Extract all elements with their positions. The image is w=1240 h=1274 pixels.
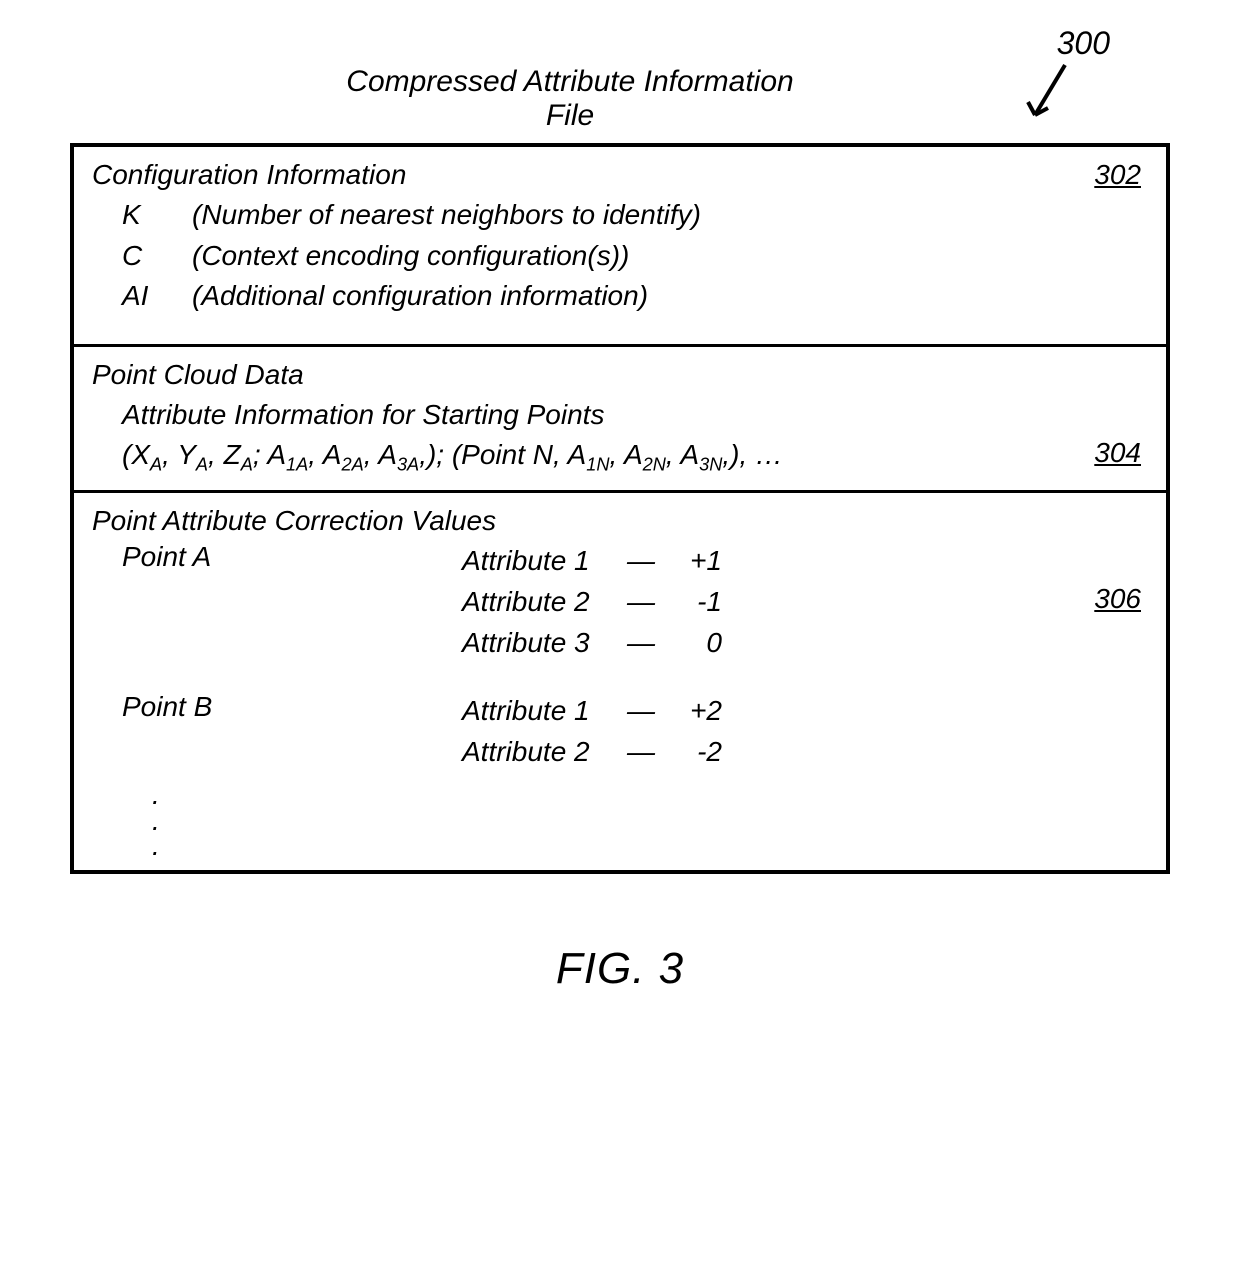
point-b-label: Point B (92, 691, 462, 723)
diagram-title: Compressed Attribute Information File (60, 65, 1180, 133)
config-row-ai: AI (Additional configuration information… (122, 276, 1148, 317)
file-structure-box: 302 Configuration Information K (Number … (70, 143, 1170, 874)
ref-306: 306 (1094, 583, 1141, 615)
config-row-c: C (Context encoding configuration(s)) (122, 236, 1148, 277)
corrections-title: Point Attribute Correction Values (92, 505, 1148, 537)
point-a-label: Point A (92, 541, 462, 573)
pcd-title: Point Cloud Data (92, 359, 1148, 391)
pcd-data-line: (XA, YA, ZA; A1A, A2A, A3A,); (Point N, … (92, 435, 1148, 478)
section-point-cloud: 304 Point Cloud Data Attribute Informati… (74, 347, 1166, 494)
title-line1: Compressed Attribute Information (346, 65, 793, 98)
title-line2: File (546, 99, 594, 132)
figure-caption: FIG. 3 (60, 944, 1180, 994)
ref-302: 302 (1094, 159, 1141, 191)
point-a-attrs: Attribute 1—+1 Attribute 2—-1 Attribute … (462, 541, 1148, 663)
arrow-icon (1020, 60, 1080, 140)
section-corrections: 306 Point Attribute Correction Values Po… (74, 493, 1166, 870)
config-title: Configuration Information (92, 159, 1148, 191)
config-row-k: K (Number of nearest neighbors to identi… (122, 195, 1148, 236)
ref-304: 304 (1094, 437, 1141, 469)
section-configuration: 302 Configuration Information K (Number … (74, 147, 1166, 347)
figure-number: 300 (1057, 25, 1110, 62)
pcd-subtitle: Attribute Information for Starting Point… (92, 395, 1148, 436)
vertical-dots: ... (92, 782, 1148, 858)
point-b-attrs: Attribute 1—+2 Attribute 2—-2 (462, 691, 1148, 772)
